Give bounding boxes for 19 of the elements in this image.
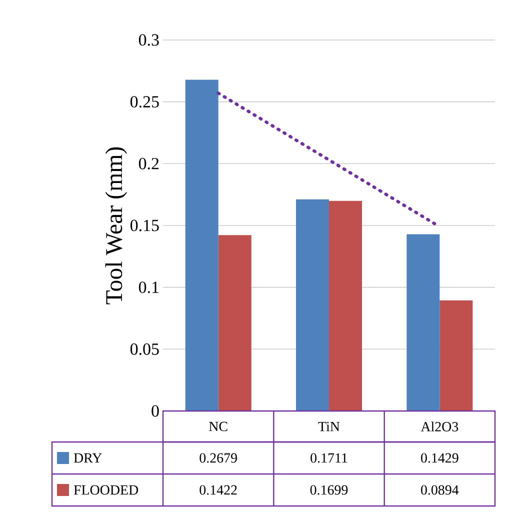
y-tick-label: 0.1 [138, 282, 158, 294]
y-tick-label: 0 [152, 405, 159, 417]
legend-label: FLOODED [74, 485, 138, 495]
data-label: 0.1711 [310, 453, 348, 463]
y-tick-label: 0.25 [130, 96, 159, 108]
y-tick-label: 0.15 [130, 220, 159, 232]
data-label: 0.1699 [310, 485, 348, 495]
y-tick-label: 0.05 [130, 343, 159, 355]
data-label: 0.1422 [200, 485, 237, 495]
x-tick-label: TiN [318, 422, 340, 432]
y-axis-title: Tool Wear (mm) [105, 147, 128, 304]
y-tick-label: 0.2 [138, 158, 159, 170]
x-tick-label: NC [209, 422, 228, 432]
data-label: 0.0894 [421, 485, 459, 495]
y-tick-label: 0.3 [138, 34, 159, 46]
x-tick-label: Al2O3 [420, 422, 458, 432]
data-label: 0.2679 [200, 453, 237, 463]
legend-label: DRY [74, 453, 102, 463]
data-label: 0.1429 [421, 453, 458, 463]
